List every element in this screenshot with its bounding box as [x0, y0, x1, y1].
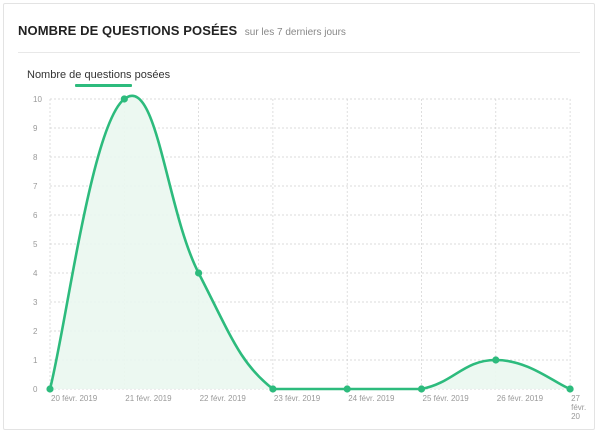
x-tick-label: févr. [571, 403, 586, 412]
y-tick-label: 10 [33, 95, 42, 104]
y-tick-label: 5 [33, 240, 38, 249]
header-divider [18, 52, 580, 53]
x-tick-label: 24 févr. 2019 [348, 394, 395, 403]
card-header: NOMBRE DE QUESTIONS POSÉES sur les 7 der… [18, 22, 346, 40]
data-point [343, 385, 351, 393]
y-tick-label: 2 [33, 327, 38, 336]
y-tick-label: 7 [33, 182, 38, 191]
x-tick-label: 20 févr. 2019 [51, 394, 98, 403]
x-tick-label: 21 févr. 2019 [125, 394, 172, 403]
x-tick-label: 26 févr. 2019 [497, 394, 544, 403]
data-point [269, 385, 277, 393]
card-subtitle: sur les 7 derniers jours [244, 27, 346, 38]
data-point [492, 356, 500, 364]
x-tick-label: 27 [571, 394, 580, 403]
card-title: NOMBRE DE QUESTIONS POSÉES [18, 23, 238, 38]
y-tick-label: 6 [33, 211, 38, 220]
x-tick-label: 25 févr. 2019 [423, 394, 470, 403]
y-tick-label: 1 [33, 356, 38, 365]
legend-swatch [75, 84, 132, 87]
legend-label: Nombre de questions posées [27, 69, 171, 81]
data-point [417, 385, 426, 393]
y-tick-label: 9 [33, 124, 38, 133]
x-tick-label: 22 févr. 2019 [200, 394, 247, 403]
data-point [195, 269, 203, 277]
data-point [120, 95, 128, 103]
y-tick-label: 3 [33, 298, 38, 307]
x-tick-label: 23 févr. 2019 [274, 394, 321, 403]
series-area [50, 95, 571, 389]
y-tick-label: 4 [33, 269, 38, 278]
data-point [566, 385, 574, 393]
x-tick-label: 20 [571, 412, 580, 421]
data-point [46, 385, 54, 393]
y-tick-label: 0 [33, 385, 38, 394]
series-line [48, 94, 571, 391]
y-tick-label: 8 [33, 153, 38, 162]
